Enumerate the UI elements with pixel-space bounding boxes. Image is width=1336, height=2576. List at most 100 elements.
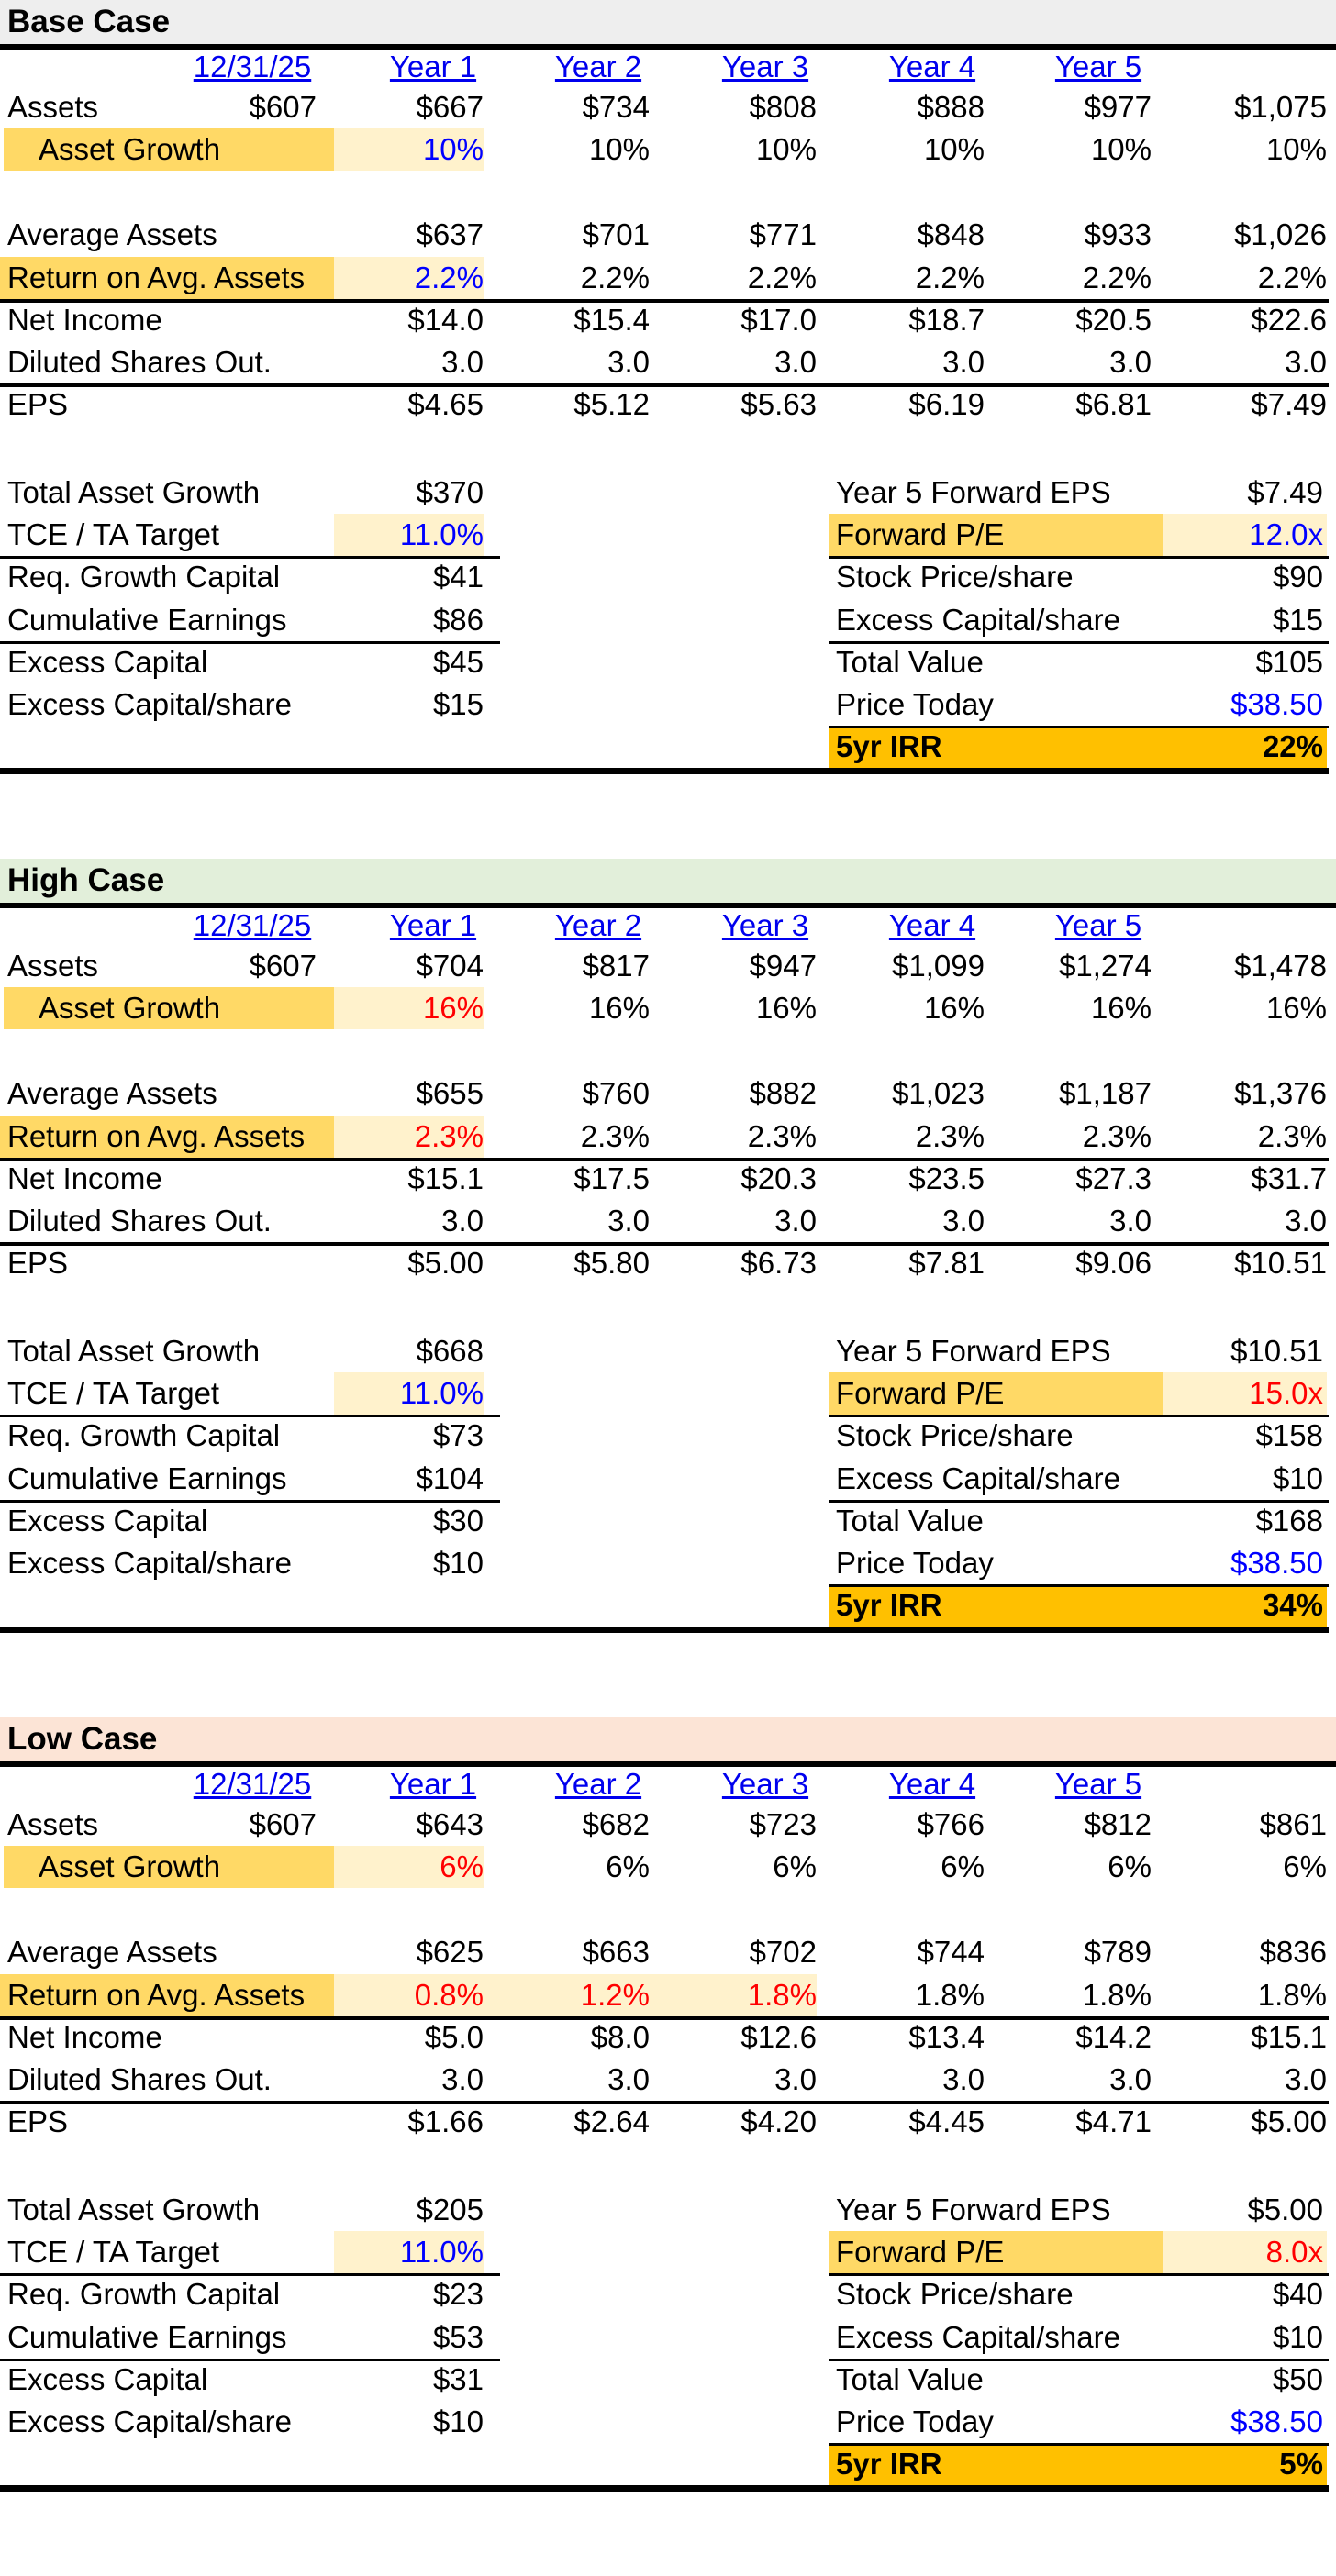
asset-growth-cell[interactable]: 10%: [334, 128, 484, 171]
right-value-total_value: $105: [1255, 645, 1323, 679]
average_assets-cell: $1,026: [1234, 217, 1327, 251]
roaa-cell: 2.3%: [580, 1119, 650, 1153]
period-link-0[interactable]: 12/31/25: [193, 1767, 312, 1801]
average_assets-cell: $655: [416, 1076, 484, 1110]
average_assets-cell: $789: [1084, 1935, 1152, 1969]
roaa-cell[interactable]: 0.8%: [334, 1974, 484, 2016]
right-label-stock_price_share: Stock Price/share: [836, 1418, 1074, 1452]
row-divider: [0, 2273, 500, 2276]
excess_capital-value: $45: [432, 645, 484, 679]
net_income-cell: $17.0: [740, 303, 817, 337]
asset-growth-cell[interactable]: 16%: [334, 987, 484, 1029]
eps-cell: $6.19: [908, 387, 985, 421]
asset-growth-cell: 6%: [1283, 1849, 1327, 1883]
net_income-cell: $27.3: [1075, 1161, 1152, 1195]
row-divider: [0, 2016, 1329, 2020]
right-value-irr: 22%: [1262, 729, 1323, 763]
period-link-2[interactable]: Year 2: [554, 908, 642, 942]
label-total_asset_growth: Total Asset Growth: [7, 475, 261, 509]
diluted_shares-cell: 3.0: [1109, 345, 1152, 379]
eps-cell: $2.64: [573, 2104, 650, 2138]
eps-cell: $4.71: [1075, 2104, 1152, 2138]
right-value-forward_pe[interactable]: 8.0x: [1163, 2231, 1327, 2273]
period-link-0[interactable]: 12/31/25: [193, 50, 312, 83]
right-value-price_today[interactable]: $38.50: [1230, 687, 1323, 721]
row-divider: [829, 1500, 1329, 1503]
right-value-year5_fwd_eps: $5.00: [1247, 2193, 1323, 2226]
right-value-stock_price_share: $158: [1255, 1418, 1323, 1452]
period-link-4[interactable]: Year 4: [888, 50, 976, 83]
asset-growth-cell: 16%: [755, 991, 817, 1025]
average_assets-cell: $1,187: [1059, 1076, 1152, 1110]
right-label-forward_pe: Forward P/E: [829, 1372, 1163, 1415]
period-link-3[interactable]: Year 3: [721, 1767, 809, 1801]
right-value-forward_pe[interactable]: 12.0x: [1163, 514, 1327, 556]
net_income-cell: $14.2: [1075, 2020, 1152, 2054]
req_growth_capital-value: $41: [432, 560, 484, 594]
net_income-cell: $5.0: [424, 2020, 484, 2054]
roaa-cell[interactable]: 2.3%: [334, 1116, 484, 1158]
header-rule: [0, 44, 1336, 50]
period-link-1[interactable]: Year 1: [389, 908, 477, 942]
period-link-3[interactable]: Year 3: [721, 908, 809, 942]
period-link-2[interactable]: Year 2: [554, 50, 642, 83]
roaa-cell[interactable]: 1.8%: [650, 1974, 817, 2016]
row-divider: [829, 1415, 1329, 1417]
right-label-irr: 5yr IRR: [829, 726, 1327, 768]
period-link-1[interactable]: Year 1: [389, 50, 477, 83]
assets-cell: $1,478: [1234, 949, 1327, 983]
right-value-irr: 5%: [1279, 2447, 1323, 2481]
label-assets: Assets: [7, 949, 99, 983]
label-eps: EPS: [7, 387, 69, 421]
label-diluted_shares: Diluted Shares Out.: [7, 345, 272, 379]
label-excess_capital_share: Excess Capital/share: [7, 687, 292, 721]
label-asset_growth: Asset Growth: [0, 128, 334, 171]
period-link-4[interactable]: Year 4: [888, 908, 976, 942]
roaa-cell[interactable]: 1.2%: [484, 1974, 650, 2016]
period-link-5[interactable]: Year 5: [1054, 908, 1142, 942]
period-link-2[interactable]: Year 2: [554, 1767, 642, 1801]
period-link-5[interactable]: Year 5: [1054, 1767, 1142, 1801]
assets-cell: $734: [582, 90, 650, 124]
asset-growth-cell[interactable]: 6%: [334, 1846, 484, 1888]
roaa-cell[interactable]: 2.2%: [334, 257, 484, 299]
roaa-cell: 2.3%: [1257, 1119, 1327, 1153]
right-label-price_today: Price Today: [836, 687, 994, 721]
tce_ta_target-value[interactable]: 11.0%: [334, 514, 484, 556]
row-divider: [0, 1415, 500, 1417]
label-cumulative_earnings: Cumulative Earnings: [7, 2320, 287, 2354]
assets-cell: $1,274: [1059, 949, 1152, 983]
net_income-cell: $13.4: [908, 2020, 985, 2054]
assets-cell: $667: [416, 90, 484, 124]
period-link-4[interactable]: Year 4: [888, 1767, 976, 1801]
average_assets-cell: $702: [749, 1935, 817, 1969]
period-link-5[interactable]: Year 5: [1054, 50, 1142, 83]
right-label-total_value: Total Value: [836, 2362, 984, 2396]
net_income-cell: $20.5: [1075, 303, 1152, 337]
diluted_shares-cell: 3.0: [1285, 2062, 1327, 2096]
assets-cell: $643: [416, 1807, 484, 1841]
right-label-forward_pe: Forward P/E: [829, 2231, 1163, 2273]
tce_ta_target-value[interactable]: 11.0%: [334, 2231, 484, 2273]
right-value-price_today[interactable]: $38.50: [1230, 2404, 1323, 2438]
eps-cell: $5.12: [573, 387, 650, 421]
cumulative_earnings-value: $104: [416, 1461, 484, 1495]
diluted_shares-cell: 3.0: [607, 2062, 650, 2096]
period-link-1[interactable]: Year 1: [389, 1767, 477, 1801]
assets-cell: $808: [749, 90, 817, 124]
label-roaa: Return on Avg. Assets: [0, 257, 334, 299]
tce_ta_target-value[interactable]: 11.0%: [334, 1372, 484, 1415]
row-divider: [829, 2443, 1329, 2446]
right-value-price_today[interactable]: $38.50: [1230, 1546, 1323, 1580]
row-divider: [829, 641, 1329, 644]
label-net_income: Net Income: [7, 2020, 162, 2054]
label-roaa: Return on Avg. Assets: [0, 1116, 334, 1158]
period-link-0[interactable]: 12/31/25: [193, 908, 312, 942]
eps-cell: $4.20: [740, 2104, 817, 2138]
total_asset_growth-value: $205: [416, 2193, 484, 2226]
right-value-forward_pe[interactable]: 15.0x: [1163, 1372, 1327, 1415]
asset-growth-cell: 6%: [1108, 1849, 1152, 1883]
average_assets-cell: $836: [1259, 1935, 1327, 1969]
period-link-3[interactable]: Year 3: [721, 50, 809, 83]
label-tce_ta_target: TCE / TA Target: [7, 517, 220, 551]
